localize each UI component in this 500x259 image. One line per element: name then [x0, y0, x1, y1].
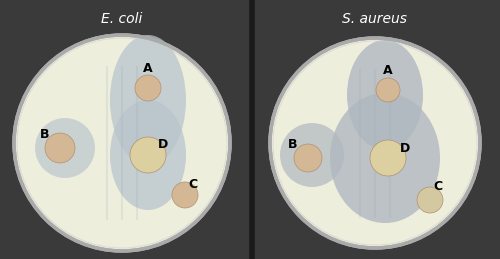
- Ellipse shape: [35, 118, 95, 178]
- Text: B: B: [288, 139, 298, 152]
- Text: C: C: [434, 181, 442, 193]
- Ellipse shape: [417, 187, 443, 213]
- Ellipse shape: [135, 75, 161, 101]
- Ellipse shape: [172, 182, 198, 208]
- Ellipse shape: [347, 40, 423, 150]
- Ellipse shape: [370, 140, 406, 176]
- Text: D: D: [400, 141, 410, 155]
- Ellipse shape: [110, 35, 186, 165]
- Text: E. coli: E. coli: [102, 12, 142, 26]
- Ellipse shape: [330, 93, 440, 223]
- Text: S. aureus: S. aureus: [342, 12, 407, 26]
- Ellipse shape: [270, 38, 480, 248]
- Text: D: D: [158, 139, 168, 152]
- Ellipse shape: [280, 123, 344, 187]
- Ellipse shape: [110, 100, 186, 210]
- Text: B: B: [40, 128, 50, 141]
- Ellipse shape: [130, 137, 166, 173]
- Ellipse shape: [45, 133, 75, 163]
- Ellipse shape: [14, 35, 230, 251]
- Text: A: A: [143, 61, 153, 75]
- Text: C: C: [188, 178, 198, 191]
- Ellipse shape: [294, 144, 322, 172]
- Ellipse shape: [376, 78, 400, 102]
- Text: A: A: [383, 63, 393, 76]
